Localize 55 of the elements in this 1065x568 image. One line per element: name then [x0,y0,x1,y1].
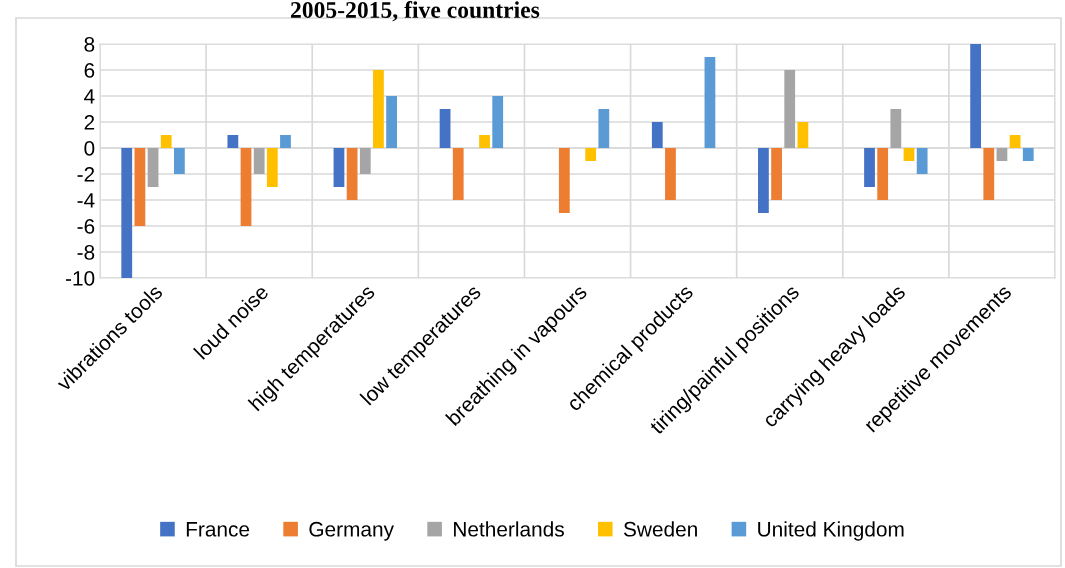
bar [771,148,782,200]
legend-label: United Kingdom [758,521,904,541]
y-tick-label: -4 [77,193,95,208]
y-tick-label: 8 [84,37,95,52]
bar [253,148,265,174]
y-tick-label: 0 [84,141,95,156]
legend-label: Netherlands [454,521,564,537]
bar [970,44,982,148]
legend-label: France [186,522,250,537]
bar [173,148,185,174]
bar [240,148,252,226]
bar [903,148,915,161]
bar [558,148,570,213]
bar [585,148,597,161]
bar [479,135,490,148]
bar [665,148,676,200]
bar [134,148,146,226]
legend-label: Sweden [623,521,697,537]
bar [996,148,1008,161]
bar [227,135,239,148]
bar [492,96,504,148]
bar [877,148,889,200]
bar [439,109,451,148]
bar [784,70,796,148]
y-tick-label: 4 [84,89,95,104]
bar [598,109,610,148]
bar [916,148,928,174]
bar [651,122,663,148]
bar [1022,148,1034,161]
chart-title: 2005-2015, five countries [290,1,540,22]
bar [758,148,769,213]
y-tick-label: 6 [84,63,95,78]
bar [147,148,159,187]
legend-label: Germany [309,521,394,541]
y-tick-label: -6 [77,219,95,234]
bar [359,148,371,174]
y-tick-label: -2 [77,167,95,182]
bar [890,109,902,148]
bar [333,148,345,187]
bar [160,135,172,148]
bar [452,148,464,200]
bar [864,148,875,187]
y-tick-label: -10 [65,271,95,286]
bar [704,57,716,148]
y-tick-label: 2 [84,115,95,130]
bar [797,122,809,148]
bar [346,148,358,200]
bar [280,135,291,148]
bar [386,96,397,148]
bar [373,70,384,148]
bar [1009,135,1021,148]
bar [266,148,278,187]
bar [983,148,995,200]
y-tick-label: -8 [77,245,95,260]
bar [121,148,133,278]
